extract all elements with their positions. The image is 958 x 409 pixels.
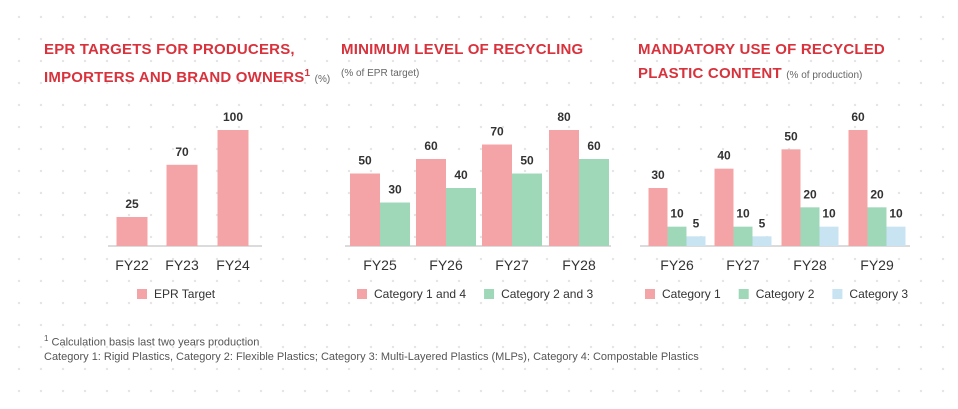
chart3-tick-label: FY26 <box>660 257 694 273</box>
footnote-1-text: Calculation basis last two years product… <box>51 336 260 349</box>
chart3-legend-label: Category 2 <box>756 287 815 301</box>
chart1-title: EPR TARGETS FOR PRODUCERS, IMPORTERS AND… <box>44 38 330 92</box>
chart2-legend-label: Category 2 and 3 <box>501 287 593 301</box>
chart2-bar <box>579 159 609 246</box>
chart2-data-label: 40 <box>454 168 468 182</box>
chart3-legend-swatch <box>645 289 655 299</box>
chart3-legend-label: Category 1 <box>662 287 721 301</box>
chart3-legend-label: Category 3 <box>849 287 908 301</box>
chart2-bar <box>416 159 446 246</box>
chart2-legend-swatch <box>484 289 495 299</box>
chart3-data-label: 5 <box>759 216 766 230</box>
chart2-tick-label: FY27 <box>495 257 529 273</box>
chart3-legend-swatch <box>738 289 749 299</box>
chart3-bar <box>686 236 706 246</box>
chart1-bar <box>166 164 198 246</box>
chart2-title: MINIMUM LEVEL OF RECYCLING <box>341 38 583 62</box>
footnote-2: Category 1: Rigid Plastics, Category 2: … <box>44 351 699 363</box>
chart1-title-sup: 1 <box>304 68 311 79</box>
chart3-tick-label: FY29 <box>860 257 894 273</box>
chart3-bar <box>733 226 753 246</box>
chart3-bar <box>781 149 801 246</box>
chart3-data-label: 10 <box>736 207 750 221</box>
chart1-tick-label: FY24 <box>216 257 250 273</box>
chart3-data-label: 30 <box>651 168 665 182</box>
chart1-data-label: 100 <box>223 110 243 124</box>
chart3-data-label: 10 <box>889 207 903 221</box>
chart3-bar <box>648 188 668 246</box>
chart1-title-line1: EPR TARGETS FOR PRODUCERS, <box>44 41 295 58</box>
chart1-tick-label: FY22 <box>115 257 149 273</box>
chart1-bar <box>116 217 148 246</box>
chart3-bar <box>800 207 820 246</box>
chart3-tick-label: FY28 <box>793 257 827 273</box>
chart1-title-line2: IMPORTERS AND BRAND OWNERS <box>44 69 305 86</box>
chart2-data-label: 60 <box>587 139 601 153</box>
chart3-unit: (% of production) <box>786 70 863 81</box>
chart2-bar <box>512 173 542 246</box>
chart2-legend-swatch <box>357 289 367 299</box>
chart2-data-label: 30 <box>388 183 402 197</box>
chart3-bar <box>714 168 734 246</box>
chart2-bar <box>380 202 410 246</box>
chart3-title-line1: MANDATORY USE OF RECYCLED <box>638 41 885 58</box>
chart2-bar <box>350 173 380 246</box>
chart3-title: MANDATORY USE OF RECYCLED PLASTIC CONTEN… <box>638 38 885 88</box>
chart2-data-label: 60 <box>424 139 438 153</box>
chart2-data-label: 50 <box>358 154 372 168</box>
chart3-bar <box>848 130 868 246</box>
chart3-bar <box>752 236 772 246</box>
chart1-data-label: 25 <box>125 197 139 211</box>
chart2-data-label: 50 <box>520 154 534 168</box>
chart2-bar <box>446 188 476 246</box>
chart3-bar <box>819 226 839 246</box>
chart2-title-line1: MINIMUM LEVEL OF RECYCLING <box>341 41 584 58</box>
chart3-bar <box>886 226 906 246</box>
footnote-1-sup: 1 <box>44 334 49 343</box>
chart3-title-line2: PLASTIC CONTENT <box>638 65 782 82</box>
chart3-data-label: 60 <box>851 110 865 124</box>
chart2-tick-label: FY26 <box>429 257 463 273</box>
chart2-subtitle: (% of EPR target) <box>341 68 420 79</box>
chart1-unit: (%) <box>314 74 331 85</box>
chart3-data-label: 10 <box>670 207 684 221</box>
chart1-legend-label: EPR Target <box>154 287 216 301</box>
chart2-data-label: 70 <box>490 125 504 139</box>
chart3-data-label: 10 <box>822 207 836 221</box>
chart2-tick-label: FY25 <box>363 257 397 273</box>
chart3-data-label: 20 <box>870 187 884 201</box>
chart3-legend-swatch <box>832 289 843 299</box>
chart1-data-label: 70 <box>175 145 189 159</box>
chart2-bar <box>549 130 579 246</box>
chart3-data-label: 50 <box>784 129 798 143</box>
chart1-legend-swatch <box>137 289 147 299</box>
chart3-data-label: 40 <box>717 149 731 163</box>
chart3-data-label: 5 <box>693 216 700 230</box>
chart3-data-label: 20 <box>803 187 817 201</box>
chart3-bar <box>667 226 687 246</box>
chart2-bar <box>482 144 512 246</box>
chart3-tick-label: FY27 <box>726 257 760 273</box>
chart2-data-label: 80 <box>557 110 571 124</box>
chart1-bar <box>217 130 249 246</box>
chart3-bar <box>867 207 887 246</box>
chart2-legend-label: Category 1 and 4 <box>374 287 466 301</box>
chart1-tick-label: FY23 <box>165 257 199 273</box>
footnote-1: 1 Calculation basis last two years produ… <box>44 334 259 349</box>
chart2-tick-label: FY28 <box>562 257 596 273</box>
